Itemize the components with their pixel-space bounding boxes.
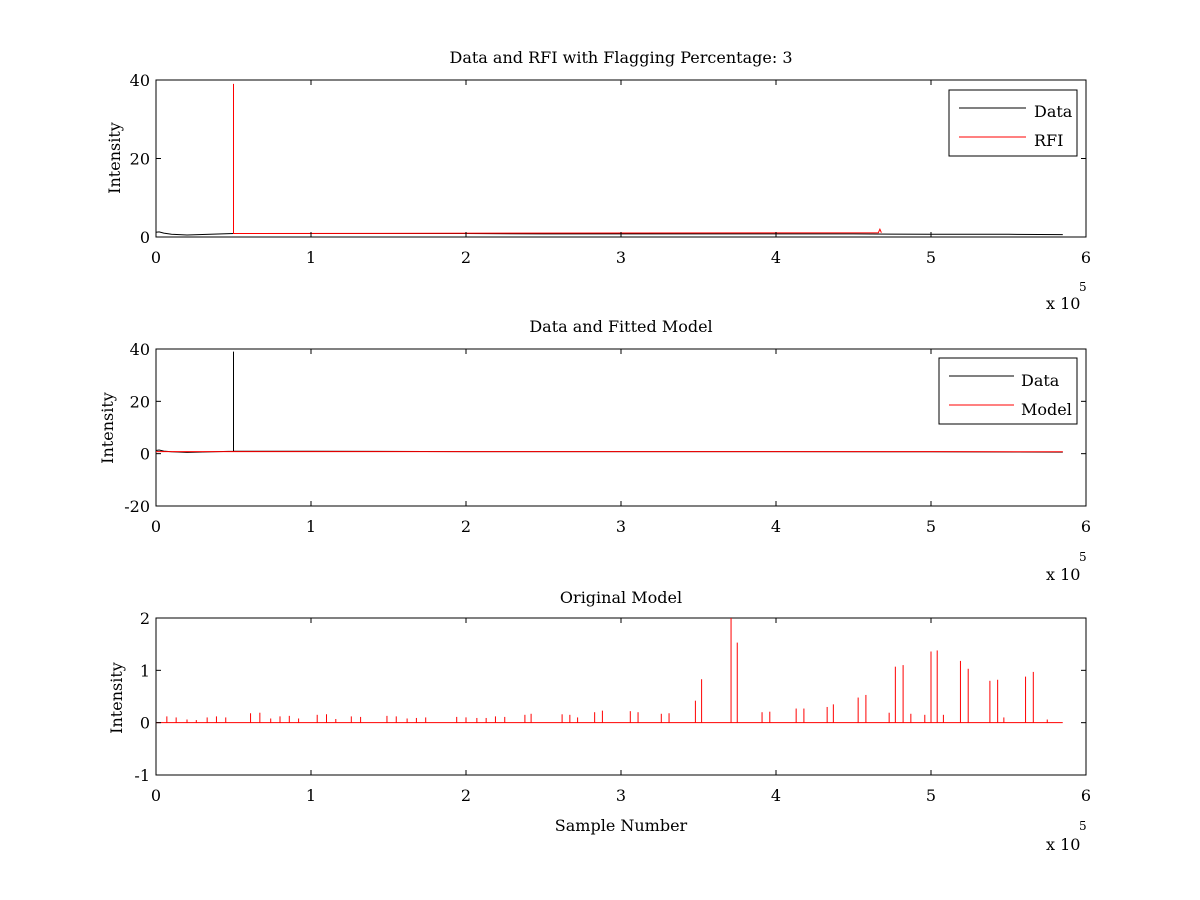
panel-2-axes-box — [155, 348, 1087, 507]
panel-1-series-rfi — [233, 83, 882, 235]
panel-3-axes-box — [155, 617, 1087, 776]
panel-3-xtick-label: 6 — [1081, 786, 1091, 805]
panel-1-xtick-label: 3 — [616, 248, 626, 267]
panel-2-plot-area — [155, 351, 1063, 453]
panel-3-ytick-label: 2 — [140, 609, 150, 628]
panel-3-xtick-label: 0 — [151, 786, 161, 805]
panel-2-ytick-label: -20 — [124, 497, 150, 516]
panel-2-legend-box — [938, 357, 1078, 425]
panel-2-data-and-fitted-model: Data and Fitted Model Intensity 0 1 2 3 4 5 6 -… — [98, 317, 1091, 584]
panel-1-legend: Data RFI — [948, 89, 1078, 157]
panel-3-title: Original Model — [560, 588, 682, 607]
panel-1-xtick-label: 6 — [1081, 248, 1091, 267]
panel-3-x-exponent-power: 5 — [1079, 819, 1087, 833]
panel-2-ytick-label: 0 — [140, 445, 150, 464]
panel-1-xtick-label: 0 — [151, 248, 161, 267]
panel-3-ytick-label: 0 — [140, 714, 150, 733]
panel-2-ylabel: Intensity — [98, 392, 117, 464]
panel-2-xtick-label: 6 — [1081, 517, 1091, 536]
panel-3-ytick-label: 1 — [140, 661, 150, 680]
panel-1-xtick-label: 1 — [306, 248, 316, 267]
panel-1-legend-data-label: Data — [1034, 102, 1073, 121]
panel-1-ytick-label: 40 — [130, 71, 150, 90]
panel-3-xtick-label: 5 — [926, 786, 936, 805]
panel-1-title: Data and RFI with Flagging Percentage: 3 — [449, 48, 792, 67]
panel-1-xtick-label: 4 — [771, 248, 781, 267]
panel-1-ytick-label: 0 — [140, 228, 150, 247]
panel-2-x-exponent-base: x 10 — [1046, 565, 1080, 584]
panel-2-xtick-label: 0 — [151, 517, 161, 536]
panel-2-xtick-label: 4 — [771, 517, 781, 536]
panel-2-xtick-label: 5 — [926, 517, 936, 536]
panel-2-xtick-label: 2 — [461, 517, 471, 536]
panel-1-legend-box — [948, 89, 1078, 157]
panel-2-x-exponent-power: 5 — [1079, 550, 1087, 564]
panel-1-axes-box — [155, 79, 1087, 238]
panel-1-ytick-label: 20 — [130, 150, 150, 169]
panel-2-legend-data-label: Data — [1021, 371, 1060, 390]
panel-1-xtick-label: 2 — [461, 248, 471, 267]
panel-3-ylabel: Intensity — [107, 662, 126, 734]
panel-1-xtick-label: 5 — [926, 248, 936, 267]
panel-2-xtick-label: 3 — [616, 517, 626, 536]
panel-3-plot-area — [156, 618, 1063, 724]
panel-3-x-exponent-base: x 10 — [1046, 835, 1080, 854]
panel-3-xlabel: Sample Number — [555, 816, 688, 835]
panel-3-xtick-label: 1 — [306, 786, 316, 805]
panel-1-x-exponent-power: 5 — [1079, 280, 1087, 294]
panel-1-ticks: 0 1 2 3 4 5 6 0 20 40 — [130, 71, 1091, 267]
panel-2-legend: Data Model — [938, 357, 1078, 425]
panel-3-xtick-label: 4 — [771, 786, 781, 805]
panel-2-title: Data and Fitted Model — [529, 317, 712, 336]
panel-3-xtick-label: 3 — [616, 786, 626, 805]
panel-1-data-and-rfi: Data and RFI with Flagging Percentage: 3… — [105, 48, 1091, 313]
panel-1-ylabel: Intensity — [105, 122, 124, 194]
panel-3-ytick-label: -1 — [134, 766, 150, 785]
panel-1-x-exponent-base: x 10 — [1046, 294, 1080, 313]
panel-2-ytick-label: 20 — [130, 392, 150, 411]
panel-1-legend-rfi-label: RFI — [1034, 131, 1063, 150]
panel-2-xtick-label: 1 — [306, 517, 316, 536]
panel-2-legend-model-label: Model — [1021, 400, 1072, 419]
panel-3-xtick-label: 2 — [461, 786, 471, 805]
panel-2-ytick-label: 40 — [130, 340, 150, 359]
